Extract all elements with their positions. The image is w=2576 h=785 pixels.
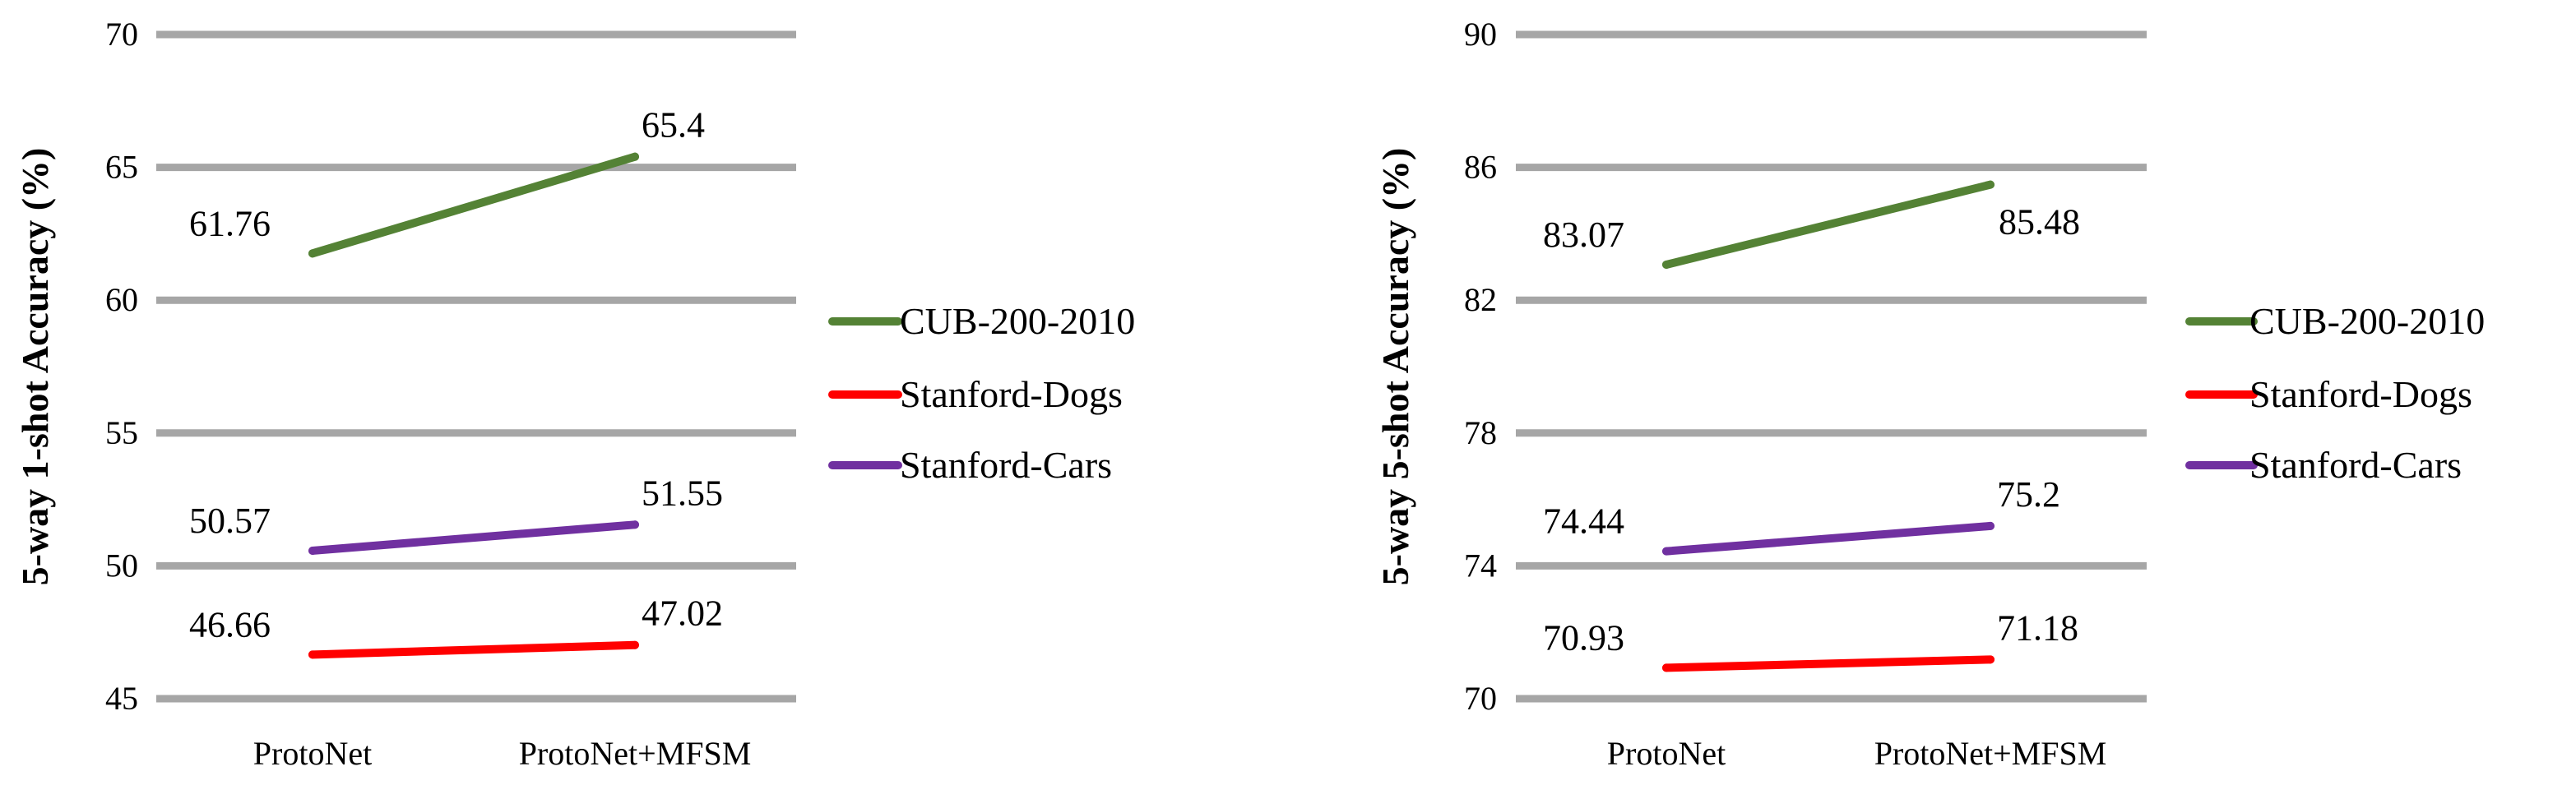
y-tick-label: 78 <box>1464 414 1497 451</box>
y-tick-label: 70 <box>1464 680 1497 717</box>
y-tick-label: 60 <box>105 281 138 318</box>
y-tick-label: 55 <box>105 414 138 451</box>
y-axis-label: 5-way 1-shot Accuracy (%) <box>14 148 56 586</box>
data-point-stanford-dogs <box>1986 655 1995 664</box>
data-label: 85.48 <box>1999 202 2080 242</box>
data-label: 70.93 <box>1543 617 1624 658</box>
x-tick-label: ProtoNet+MFSM <box>1874 735 2107 772</box>
data-label: 75.2 <box>1997 474 2060 515</box>
data-label: 50.57 <box>189 501 271 541</box>
legend-label: Stanford-Dogs <box>2249 373 2472 415</box>
data-point-cub-200-2010 <box>631 152 639 161</box>
y-tick-label: 70 <box>105 16 138 53</box>
data-point-cub-200-2010 <box>1986 180 1995 189</box>
legend-label: Stanford-Cars <box>2249 444 2462 486</box>
data-label: 74.44 <box>1543 501 1624 542</box>
x-tick-label: ProtoNet <box>253 735 372 772</box>
data-point-cub-200-2010 <box>308 249 317 258</box>
chart-panel-1shot: 45 50 55 60 65 70 ProtoNet ProtoNet+MFSM 5-way 1… <box>14 16 1135 772</box>
series-line-stanford-dogs <box>308 640 639 659</box>
data-label: 65.4 <box>642 105 705 145</box>
data-label: 47.02 <box>642 593 723 634</box>
series-line-stanford-dogs <box>1662 655 1995 672</box>
series-line-stanford-cars <box>1662 521 1995 556</box>
data-label: 83.07 <box>1543 215 1624 255</box>
data-point-stanford-cars <box>631 520 639 529</box>
y-tick-label: 45 <box>105 680 138 717</box>
x-tick-label: ProtoNet+MFSM <box>519 735 752 772</box>
series-line-cub-200-2010 <box>1662 180 1995 269</box>
data-label: 71.18 <box>1997 607 2078 648</box>
series-line-cub-200-2010 <box>308 152 639 258</box>
data-point-stanford-dogs <box>1662 663 1670 672</box>
legend-label: Stanford-Dogs <box>900 373 1123 415</box>
legend-label: CUB-200-2010 <box>900 300 1135 342</box>
y-tick-label: 50 <box>105 547 138 584</box>
y-tick-label: 86 <box>1464 149 1497 186</box>
data-label: 61.76 <box>189 203 271 243</box>
x-tick-label: ProtoNet <box>1607 735 1726 772</box>
legend-label: Stanford-Cars <box>900 444 1112 486</box>
data-point-stanford-cars <box>1662 547 1670 556</box>
y-tick-label: 74 <box>1464 547 1497 584</box>
y-tick-label: 65 <box>105 149 138 186</box>
data-label: 46.66 <box>189 604 271 644</box>
series-line-stanford-cars <box>308 520 639 555</box>
data-point-cub-200-2010 <box>1662 260 1670 269</box>
data-point-stanford-cars <box>308 546 317 555</box>
y-axis-label: 5-way 5-shot Accuracy (%) <box>1374 148 1416 586</box>
legend-label: CUB-200-2010 <box>2249 300 2485 342</box>
data-point-stanford-cars <box>1986 521 1995 530</box>
chart-panel-5shot: 70 74 78 82 86 90 ProtoNet ProtoNet+MFSM 5-way 5… <box>1374 16 2485 772</box>
y-tick-label: 90 <box>1464 16 1497 53</box>
data-point-stanford-dogs <box>631 640 639 649</box>
y-tick-label: 82 <box>1464 281 1497 318</box>
data-label: 51.55 <box>642 473 723 513</box>
data-point-stanford-dogs <box>308 650 317 659</box>
